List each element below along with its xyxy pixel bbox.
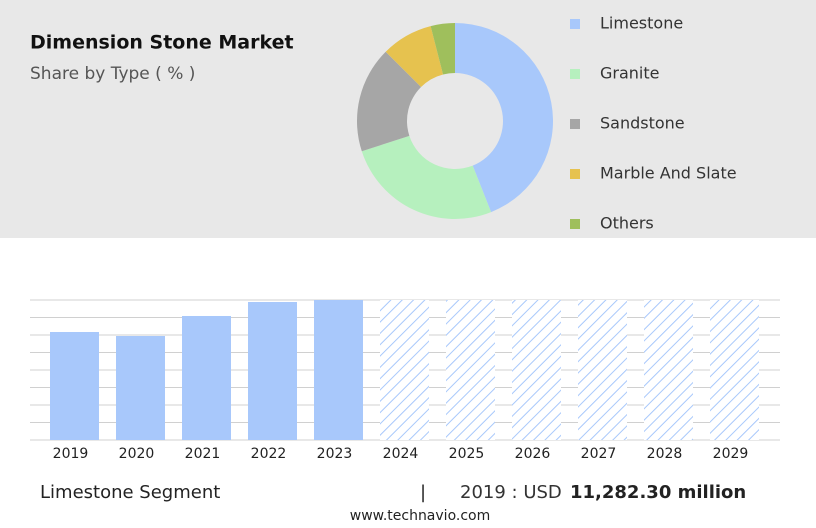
legend-label: Others: [600, 214, 654, 233]
footer-segment: Limestone Segment: [40, 482, 220, 503]
legend-label: Marble And Slate: [600, 164, 737, 183]
forecast-placeholder: [380, 300, 429, 440]
bar: [50, 331, 99, 440]
x-tick-label: 2027: [581, 446, 617, 462]
chart-subtitle: Share by Type ( % ): [30, 64, 195, 84]
forecast-placeholder: [644, 300, 693, 440]
bar: [182, 315, 231, 440]
footer-year: 2019 : USD: [460, 482, 562, 503]
legend-swatch: [570, 19, 580, 29]
bar: [116, 336, 165, 440]
x-tick-label: 2024: [383, 446, 419, 462]
legend-swatch: [570, 219, 580, 229]
donut-slice: [455, 23, 554, 213]
donut-slice: [430, 23, 455, 75]
forecast-placeholder: [512, 300, 561, 440]
x-tick-label: 2025: [449, 446, 485, 462]
x-tick-label: 2022: [251, 446, 287, 462]
x-tick-label: 2026: [515, 446, 551, 462]
legend-label: Sandstone: [600, 114, 685, 133]
forecast-placeholder: [710, 300, 759, 440]
footer-separator: |: [420, 482, 426, 503]
bar: [248, 302, 297, 440]
legend-swatch: [570, 119, 580, 129]
x-tick-label: 2019: [53, 446, 89, 462]
x-tick-label: 2029: [713, 446, 749, 462]
x-tick-label: 2021: [185, 446, 221, 462]
donut-slice: [357, 51, 422, 152]
x-tick-label: 2023: [317, 446, 353, 462]
legend-label: Limestone: [600, 14, 683, 33]
bar: [314, 300, 363, 440]
x-tick-label: 2020: [119, 446, 155, 462]
donut-slice: [361, 135, 492, 220]
legend-swatch: [570, 69, 580, 79]
legend-swatch: [570, 169, 580, 179]
legend-label: Granite: [600, 64, 659, 83]
forecast-placeholder: [446, 300, 495, 440]
footer-source: www.technavio.com: [350, 508, 491, 524]
donut-slice: [385, 26, 444, 88]
x-tick-label: 2028: [647, 446, 683, 462]
forecast-placeholder: [578, 300, 627, 440]
chart-title: Dimension Stone Market: [30, 32, 294, 54]
footer-amount: 11,282.30 million: [570, 482, 746, 503]
